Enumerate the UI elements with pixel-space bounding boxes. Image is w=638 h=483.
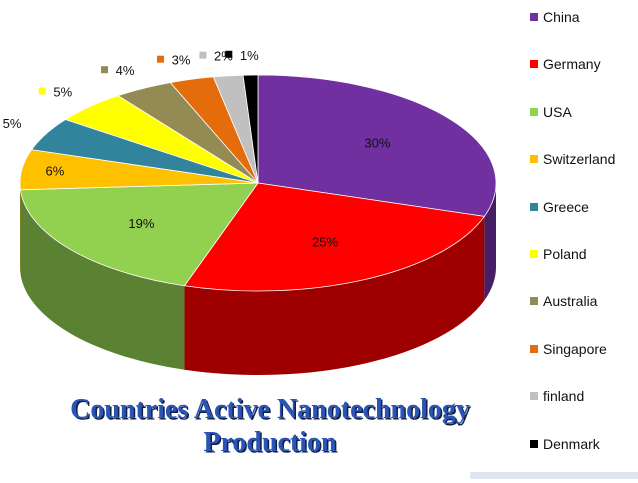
data-label-australia: 4% [116, 63, 135, 78]
legend-item-germany: Germany [530, 56, 638, 103]
legend-swatch-usa [530, 108, 538, 116]
legend-item-australia: Australia [530, 293, 638, 340]
legend-label-finland: finland [543, 388, 584, 404]
legend-label-denmark: Denmark [543, 436, 600, 452]
data-label-marker-denmark [225, 51, 232, 58]
data-label-marker-finland [199, 52, 206, 59]
legend-swatch-singapore [530, 345, 538, 353]
legend-swatch-australia [530, 297, 538, 305]
legend-item-china: China [530, 9, 638, 56]
chart-title-line-2: Production [20, 426, 520, 459]
legend-swatch-switzerland [530, 155, 538, 163]
data-label-marker-poland [39, 87, 46, 94]
legend-label-germany: Germany [543, 56, 601, 72]
legend-label-greece: Greece [543, 199, 589, 215]
legend-label-switzerland: Switzerland [543, 151, 615, 167]
chart-title-line-1: Countries Active Nanotechnology [20, 393, 520, 426]
legend-item-finland: finland [530, 388, 638, 435]
slide-footer-strip [470, 472, 638, 479]
data-label-switzerland: 6% [46, 163, 65, 178]
data-label-usa: 19% [128, 216, 154, 231]
legend-item-greece: Greece [530, 199, 638, 246]
legend-label-singapore: Singapore [543, 341, 607, 357]
chart-title: Countries Active Nanotechnology Producti… [20, 393, 520, 459]
legend-item-switzerland: Switzerland [530, 151, 638, 198]
data-label-singapore: 3% [172, 53, 191, 68]
data-label-denmark: 1% [240, 48, 259, 63]
pie-top [20, 75, 496, 291]
legend-swatch-finland [530, 392, 538, 400]
legend-item-singapore: Singapore [530, 341, 638, 388]
legend-label-usa: USA [543, 104, 572, 120]
data-label-poland: 5% [53, 84, 72, 99]
data-label-marker-australia [101, 66, 108, 73]
legend-swatch-poland [530, 250, 538, 258]
legend-label-australia: Australia [543, 293, 597, 309]
legend: China Germany USA Switzerland Greece Pol… [530, 9, 638, 483]
legend-label-poland: Poland [543, 246, 587, 262]
data-label-china: 30% [364, 136, 390, 151]
legend-item-poland: Poland [530, 246, 638, 293]
legend-swatch-china [530, 13, 538, 21]
legend-swatch-denmark [530, 440, 538, 448]
data-label-greece: 5% [3, 116, 22, 131]
data-label-germany: 25% [312, 235, 338, 250]
legend-item-usa: USA [530, 104, 638, 151]
data-label-marker-singapore [157, 56, 164, 63]
legend-label-china: China [543, 9, 580, 25]
pie-chart: 30%25%19%6%5%5%4%3%2%1% [0, 0, 520, 390]
legend-swatch-greece [530, 203, 538, 211]
legend-swatch-germany [530, 60, 538, 68]
